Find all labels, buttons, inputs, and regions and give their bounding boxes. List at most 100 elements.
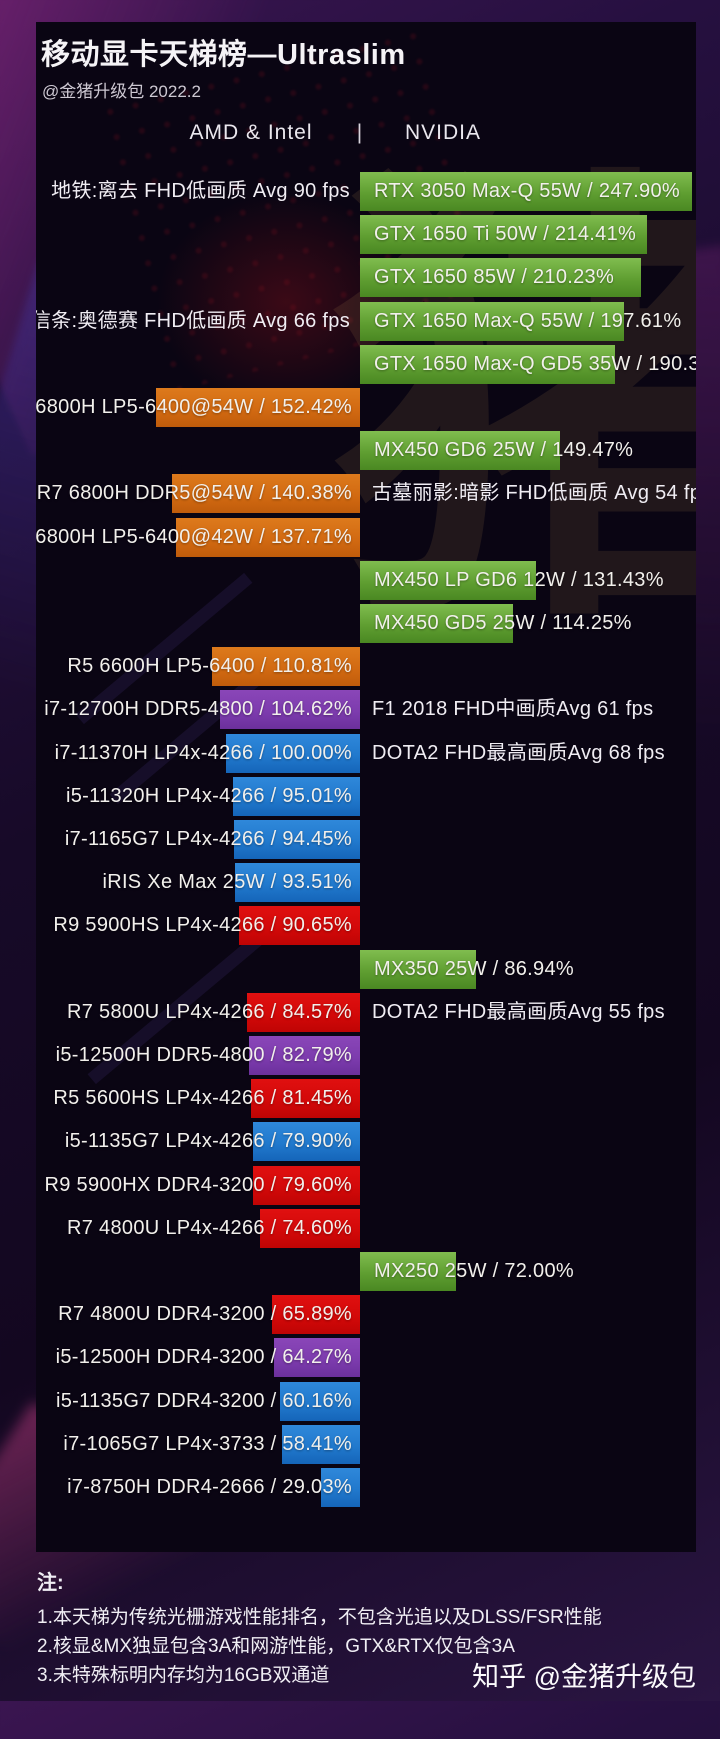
bar-amd-intel [253,1166,360,1205]
bar-amd-intel [239,906,360,945]
bar-label: i7-12700H DDR5-4800 / 104.62% [44,698,352,720]
column-header-amd-intel: AMD & Intel [189,121,313,144]
footnotes: 注: 1.本天梯为传统光栅游戏性能排名，不包含光追以及DLSS/FSR性能 2.… [37,1566,602,1690]
game-benchmark-note: DOTA2 FHD最高画质Avg 55 fps [372,1001,665,1023]
chart-row: iRIS Xe Max 25W / 93.51% [36,863,696,902]
chart-row: R7 6800H LP5-6400@42W / 137.71% [36,518,696,557]
bar-amd-intel [212,647,360,686]
game-benchmark-note: 古墓丽影:暗影 FHD低画质 Avg 54 fps [372,482,696,504]
chart-row: R5 5600HS LP4x-4266 / 81.45% [36,1079,696,1118]
chart-row: i5-11320H LP4x-4266 / 95.01% [36,777,696,816]
bar-nvidia [360,950,476,989]
bar-label: R5 5600HS LP4x-4266 / 81.45% [53,1087,352,1109]
chart-row: R9 5900HX DDR4-3200 / 79.60% [36,1166,696,1205]
chart-row: i5-12500H DDR5-4800 / 82.79% [36,1036,696,1075]
chart-row: MX450 GD5 25W / 114.25% [36,604,696,643]
bar-amd-intel [233,777,360,816]
bar-amd-intel [260,1209,360,1248]
bar-label: R7 6800H DDR5@54W / 140.38% [36,482,352,504]
bar-label: i5-12500H DDR4-3200 / 64.27% [55,1346,352,1368]
chart-row: MX350 25W / 86.94% [36,950,696,989]
chart-row: GTX 1650 Max-Q GD5 35W / 190.34% [36,345,696,384]
chart-row: MX450 GD6 25W / 149.47% [36,431,696,470]
chart-row: R7 6800H DDR5@54W / 140.38% 古墓丽影:暗影 FHD低画… [36,474,696,513]
bar-amd-intel [282,1425,360,1464]
author-tag: @金猪升级包 2022.2 [42,82,201,101]
bar-label: i7-1165G7 LP4x-4266 / 94.45% [64,828,352,850]
chart-row: R9 5900HS LP4x-4266 / 90.65% [36,906,696,945]
bar-nvidia [360,561,536,600]
column-divider: | [356,121,364,144]
bar-label: RTX 3050 Max-Q 55W / 247.90% [374,180,680,202]
bar-label: MX450 GD6 25W / 149.47% [374,439,634,461]
footnotes-heading: 注: [37,1572,64,1594]
bar-label: R7 6800H LP5-6400@42W / 137.71% [36,526,352,548]
chart-row: i7-1165G7 LP4x-4266 / 94.45% [36,820,696,859]
bar-label: R7 4800U LP4x-4266 / 74.60% [67,1217,352,1239]
bar-label: R7 6800H LP5-6400@54W / 152.42% [36,396,352,418]
game-benchmark-note: DOTA2 FHD最高画质Avg 68 fps [372,742,665,764]
chart-row: GTX 1650 Ti 50W / 214.41% [36,215,696,254]
chart-row: GTX 1650 Max-Q 55W / 197.61% 刺客信条:奥德赛 FHD… [36,302,696,341]
bar-label: GTX 1650 Ti 50W / 214.41% [374,223,637,245]
bar-label: iRIS Xe Max 25W / 93.51% [102,871,352,893]
bar-label: R7 4800U DDR4-3200 / 65.89% [58,1303,352,1325]
chart-row: R7 4800U DDR4-3200 / 65.89% [36,1295,696,1334]
zhihu-watermark: 知乎 @金猪升级包 [472,1662,696,1692]
bar-nvidia [360,345,615,384]
bar-label: i7-8750H DDR4-2666 / 29.03% [67,1476,352,1498]
bar-amd-intel [172,474,360,513]
bar-amd-intel [176,518,360,557]
page-title: 移动显卡天梯榜—Ultraslim [41,39,406,71]
chart-row: MX450 LP GD6 12W / 131.43% [36,561,696,600]
bar-label: GTX 1650 Max-Q 55W / 197.61% [374,310,682,332]
bar-label: R7 5800U LP4x-4266 / 84.57% [67,1001,352,1023]
chart-row: i7-8750H DDR4-2666 / 29.03% [36,1468,696,1507]
bar-label: i5-11320H LP4x-4266 / 95.01% [66,785,352,807]
chart-row: R7 4800U LP4x-4266 / 74.60% [36,1209,696,1248]
game-benchmark-note: 刺客信条:奥德赛 FHD低画质 Avg 66 fps [36,310,350,332]
bar-amd-intel [280,1382,360,1421]
bar-label: GTX 1650 Max-Q GD5 35W / 190.34% [374,353,696,375]
chart-row: MX250 25W / 72.00% [36,1252,696,1291]
game-benchmark-note: 地铁:离去 FHD低画质 Avg 90 fps [51,180,350,202]
bar-nvidia [360,1252,456,1291]
bar-nvidia [360,258,641,297]
bar-label: MX350 25W / 86.94% [374,958,574,980]
bar-nvidia [360,302,624,341]
chart-row: i5-12500H DDR4-3200 / 64.27% [36,1338,696,1377]
chart-row: RTX 3050 Max-Q 55W / 247.90% 地铁:离去 FHD低画质… [36,172,696,211]
game-benchmark-note: F1 2018 FHD中画质Avg 61 fps [372,698,654,720]
bar-amd-intel [156,388,360,427]
bar-amd-intel [251,1079,360,1118]
bar-label: R9 5900HS LP4x-4266 / 90.65% [53,914,352,936]
bar-nvidia [360,431,560,470]
bar-label: i5-12500H DDR5-4800 / 82.79% [55,1044,352,1066]
bar-amd-intel [226,734,360,773]
bar-label: R9 5900HX DDR4-3200 / 79.60% [44,1174,352,1196]
chart-row: i5-1135G7 DDR4-3200 / 60.16% [36,1382,696,1421]
bar-amd-intel [234,820,360,859]
bar-label: i5-1135G7 DDR4-3200 / 60.16% [56,1390,352,1412]
chart-row: i7-1065G7 LP4x-3733 / 58.41% [36,1425,696,1464]
bar-label: MX450 LP GD6 12W / 131.43% [374,569,664,591]
bar-nvidia [360,604,513,643]
chart-row: R7 6800H LP5-6400@54W / 152.42% [36,388,696,427]
chart-row: i7-11370H LP4x-4266 / 100.00% DOTA2 FHD最高… [36,734,696,773]
bar-label: R5 6600H LP5-6400 / 110.81% [67,655,352,677]
bar-amd-intel [249,1036,360,1075]
bar-label: i7-11370H LP4x-4266 / 100.00% [54,742,352,764]
bar-amd-intel [272,1295,360,1334]
bar-amd-intel [247,993,360,1032]
bar-amd-intel [274,1338,360,1377]
bar-amd-intel [235,863,360,902]
column-header-nvidia: NVIDIA [404,121,482,144]
bar-amd-intel [321,1468,360,1507]
chart-row: i5-1135G7 LP4x-4266 / 79.90% [36,1122,696,1161]
bar-amd-intel [253,1122,360,1161]
chart-row: GTX 1650 85W / 210.23% [36,258,696,297]
footnote-line: 2.核显&MX独显包含3A和网游性能，GTX&RTX仅包含3A [37,1636,515,1657]
bar-label: i7-1065G7 LP4x-3733 / 58.41% [63,1433,352,1455]
chart-panel: 猪 移动显卡天梯榜—Ultraslim @金猪升级包 2022.2 AMD & … [36,22,696,1552]
bar-nvidia [360,215,647,254]
